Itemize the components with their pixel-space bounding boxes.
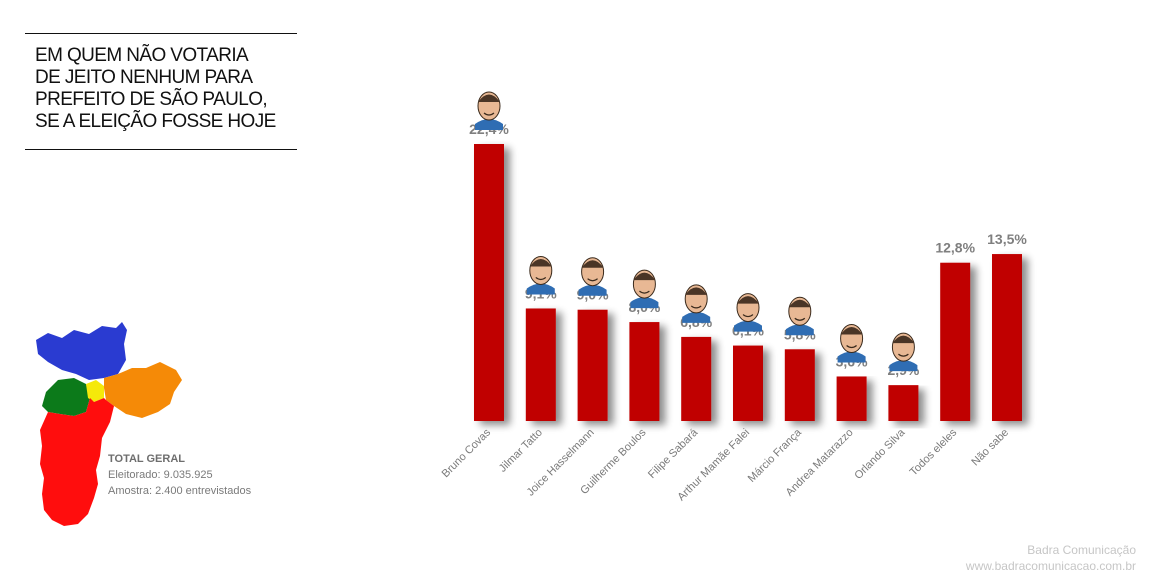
candidate-portrait-icon bbox=[630, 269, 659, 309]
title-line-1: EM QUEM NÃO VOTARIA bbox=[35, 45, 249, 66]
data-label-9: 12,8% bbox=[935, 240, 975, 256]
map-zone-center bbox=[86, 380, 104, 402]
map-zone-west bbox=[42, 378, 90, 416]
candidate-portrait-icon bbox=[682, 284, 711, 323]
bar-7 bbox=[836, 376, 867, 421]
category-label-8: Orlando Silva bbox=[852, 426, 908, 482]
bar-3 bbox=[629, 322, 660, 421]
bar-2 bbox=[577, 309, 608, 421]
eleitorado-text: Eleitorado: 9.035.925 bbox=[108, 469, 213, 481]
bar-4 bbox=[681, 336, 712, 421]
data-label-10: 13,5% bbox=[987, 231, 1027, 247]
candidate-portrait-icon bbox=[734, 293, 762, 332]
candidate-portrait-icon bbox=[578, 257, 607, 296]
sao-paulo-zones-map bbox=[36, 322, 182, 526]
bar-1 bbox=[525, 308, 556, 421]
credit-url: www.badracomunicacao.com.br bbox=[965, 559, 1136, 573]
totals-heading: TOTAL GERAL bbox=[108, 453, 185, 465]
candidate-portrait-icon bbox=[837, 323, 866, 363]
credit: Badra Comunicação www.badracomunicacao.c… bbox=[966, 542, 1136, 574]
sample-info: TOTAL GERAL Eleitorado: 9.035.925 Amostr… bbox=[108, 451, 251, 499]
amostra-text: Amostra: 2.400 entrevistados bbox=[108, 485, 252, 497]
bar-5 bbox=[733, 345, 763, 421]
category-label-10: Não sabe bbox=[969, 427, 1011, 469]
candidate-portrait-icon bbox=[475, 91, 503, 130]
title-line-3: PREFEITO DE SÃO PAULO, bbox=[35, 89, 268, 110]
map-zone-south bbox=[40, 398, 114, 526]
map-zone-east bbox=[104, 362, 182, 418]
bar-10 bbox=[992, 254, 1022, 421]
chart-title: EM QUEM NÃO VOTARIA DE JEITO NENHUM PARA… bbox=[25, 33, 297, 150]
category-label-0: Bruno Covas bbox=[440, 426, 494, 480]
candidate-portrait-icon bbox=[785, 296, 814, 336]
credit-name: Badra Comunicação bbox=[1027, 543, 1136, 557]
map-zone-north bbox=[36, 322, 127, 380]
title-line-2: DE JEITO NENHUM PARA bbox=[35, 67, 253, 88]
candidate-portrait-icon bbox=[526, 255, 555, 295]
bar-6 bbox=[784, 349, 815, 421]
title-line-4: SE A ELEIÇÃO FOSSE HOJE bbox=[35, 111, 276, 132]
category-label-1: Jilmar Tatto bbox=[497, 427, 545, 475]
category-label-9: Todos eleles bbox=[908, 426, 960, 478]
category-label-4: Filipe Sabará bbox=[646, 426, 701, 481]
bar-0 bbox=[474, 144, 504, 421]
bar-8 bbox=[888, 385, 919, 421]
candidate-portrait-icon bbox=[889, 332, 918, 372]
category-label-6: Márcio França bbox=[746, 426, 805, 485]
bar-9 bbox=[940, 262, 971, 421]
